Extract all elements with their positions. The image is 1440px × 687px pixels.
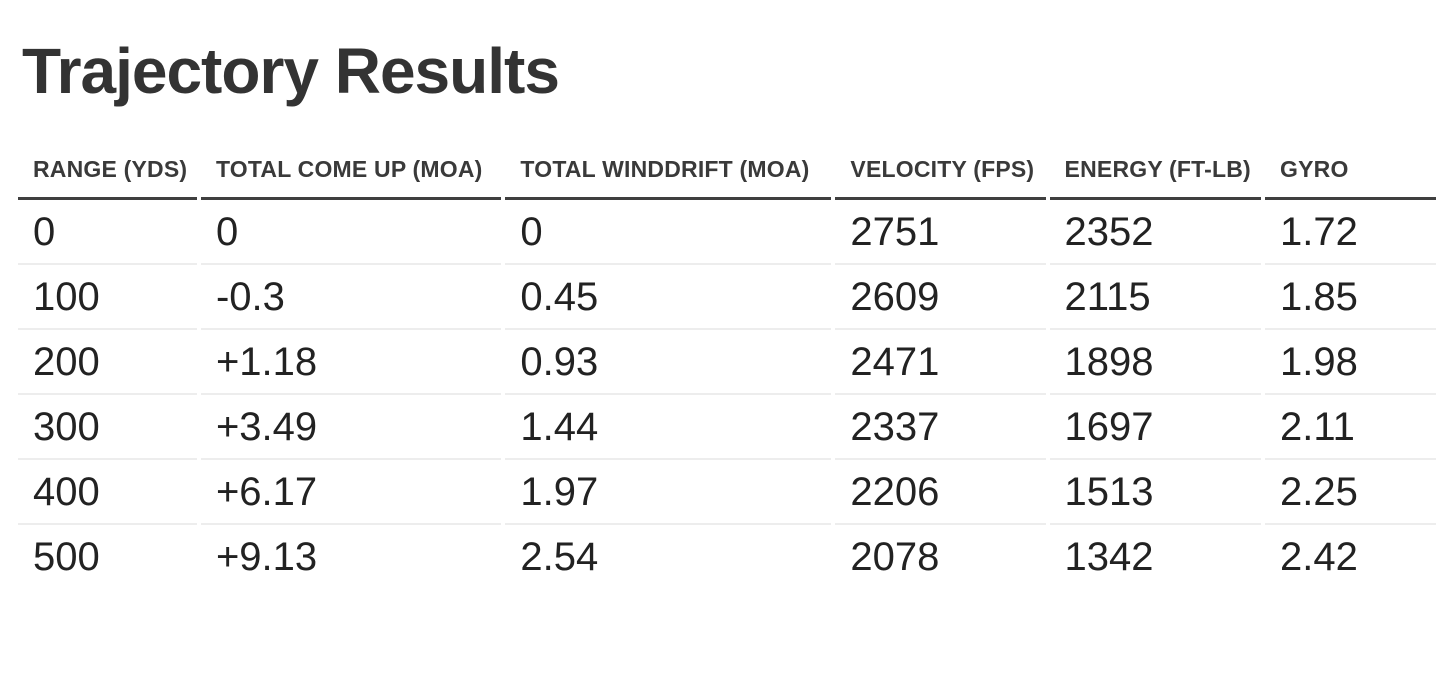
cell-gyro: 1.98 (1265, 330, 1436, 395)
cell-gyro: 1.72 (1265, 200, 1436, 265)
cell-come-up: +9.13 (215, 535, 318, 579)
cell-range: 400 (18, 460, 197, 525)
cell-range: 100 (18, 265, 197, 330)
cell-velocity: 2078 (850, 535, 940, 579)
cell-energy: 2115 (1049, 265, 1262, 330)
table-row: 300 +3.49 1.44 2337 1697 2.11 (18, 395, 1436, 460)
column-header-velocity: VELOCITY (FPS) (835, 156, 1046, 200)
cell-winddrift: 2.54 (520, 535, 599, 579)
cell-velocity: 2471 (835, 330, 1046, 395)
cell-velocity: 2609 (835, 265, 1046, 330)
cell-gyro: 2.25 (1265, 460, 1436, 525)
trajectory-results-table: RANGE (YDS) TOTAL COME UP (MOA) TOTAL WI… (14, 156, 1440, 588)
column-header-gyro: GYRO (1265, 156, 1436, 200)
cell-come-up: +3.49 (200, 395, 502, 460)
table-header-row: RANGE (YDS) TOTAL COME UP (MOA) TOTAL WI… (18, 156, 1436, 200)
cell-energy: 2352 (1049, 200, 1262, 265)
cell-winddrift: 0 (505, 200, 832, 265)
cell-energy: 1697 (1049, 395, 1262, 460)
cell-come-up: +1.18 (200, 330, 502, 395)
table-row: 0 0 0 2751 2352 1.72 (18, 200, 1436, 265)
column-header-range: RANGE (YDS) (18, 156, 197, 200)
table-row: 200 +1.18 0.93 2471 1898 1.98 (18, 330, 1436, 395)
table-row: 400 +6.17 1.97 2206 1513 2.25 (18, 460, 1436, 525)
cell-gyro: 2.42 (1280, 535, 1358, 579)
cell-energy: 1513 (1049, 460, 1262, 525)
cell-range: 0 (18, 200, 197, 265)
column-header-winddrift: TOTAL WINDDRIFT (MOA) (505, 156, 832, 200)
cell-velocity: 2206 (835, 460, 1046, 525)
page-title: Trajectory Results (22, 35, 560, 107)
cell-come-up: -0.3 (200, 265, 502, 330)
cell-winddrift: 1.44 (505, 395, 832, 460)
cell-winddrift: 1.97 (505, 460, 832, 525)
cell-come-up: +6.17 (200, 460, 502, 525)
table-row: 500 +9.13 2.54 2078 1342 2.42 (18, 525, 1436, 588)
cell-range: 200 (18, 330, 197, 395)
cell-gyro: 1.85 (1265, 265, 1436, 330)
cell-gyro: 2.11 (1265, 395, 1436, 460)
cell-velocity: 2337 (835, 395, 1046, 460)
column-header-come-up: TOTAL COME UP (MOA) (200, 156, 502, 200)
cell-energy: 1342 (1064, 535, 1154, 579)
cell-velocity: 2751 (835, 200, 1046, 265)
table-row: 100 -0.3 0.45 2609 2115 1.85 (18, 265, 1436, 330)
cell-winddrift: 0.93 (505, 330, 832, 395)
column-header-energy: ENERGY (FT-LB) (1049, 156, 1262, 200)
cell-winddrift: 0.45 (505, 265, 832, 330)
cell-range: 500 (33, 535, 100, 579)
cell-range: 300 (18, 395, 197, 460)
cell-come-up: 0 (200, 200, 502, 265)
cell-energy: 1898 (1049, 330, 1262, 395)
